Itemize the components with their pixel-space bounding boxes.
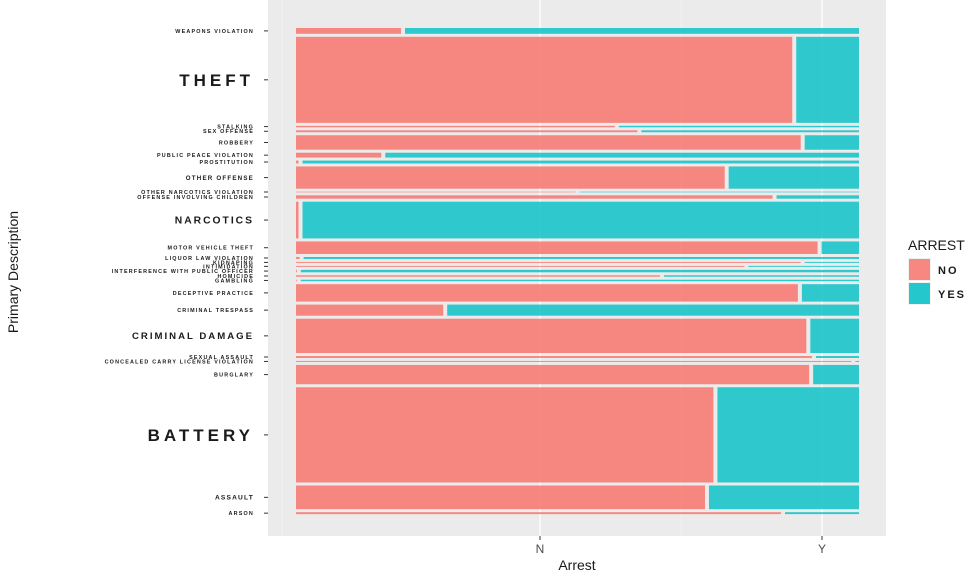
tile-yes-9 (776, 195, 859, 199)
x-tick-label-0: N (536, 542, 545, 556)
tile-no-20 (296, 318, 807, 354)
tile-yes-23 (813, 364, 859, 385)
tile-yes-8 (579, 191, 859, 193)
category-label-9: OFFENSE INVOLVING CHILDREN (137, 195, 254, 201)
legend-title: ARREST (908, 237, 965, 253)
tile-yes-1 (796, 36, 859, 123)
tile-yes-3 (641, 130, 859, 133)
tile-no-12 (296, 256, 300, 259)
category-label-0: WEAPONS VIOLATION (175, 29, 254, 35)
category-label-14: INTIMIDATION (203, 264, 254, 270)
tile-no-8 (296, 191, 576, 193)
category-label-19: CRIMINAL TRESPASS (177, 308, 254, 314)
tile-no-6 (296, 160, 299, 164)
tile-yes-26 (784, 512, 859, 515)
category-label-13: KIDNAPING (213, 260, 254, 266)
category-label-2: STALKING (217, 124, 254, 130)
tile-no-17 (296, 279, 297, 282)
legend-swatch-1 (909, 283, 930, 304)
tile-no-16 (296, 275, 660, 277)
category-label-15: INTERFERENCE WITH PUBLIC OFFICER (112, 269, 254, 275)
tile-yes-14 (748, 265, 859, 267)
tile-yes-13 (804, 261, 859, 263)
tile-yes-22 (855, 360, 859, 362)
tile-yes-5 (385, 152, 859, 158)
category-label-22: CONCEALED CARRY LICENSE VIOLATION (105, 359, 254, 365)
tile-no-23 (296, 364, 810, 385)
tile-yes-6 (302, 160, 859, 164)
tile-no-5 (296, 152, 382, 158)
tile-no-22 (296, 360, 852, 362)
tile-no-21 (296, 356, 812, 358)
tile-no-14 (296, 265, 745, 267)
tile-yes-17 (300, 279, 859, 282)
category-label-10: NARCOTICS (175, 216, 254, 227)
tile-yes-7 (728, 166, 859, 189)
tile-yes-11 (821, 241, 859, 254)
tile-yes-10 (302, 201, 859, 239)
legend-swatch-0 (909, 259, 930, 280)
tile-no-26 (296, 512, 781, 515)
category-label-26: ARSON (229, 511, 254, 517)
category-label-1: THEFT (179, 71, 254, 90)
tile-no-4 (296, 135, 801, 150)
tile-yes-0 (404, 28, 859, 34)
tile-yes-15 (300, 269, 859, 273)
tile-no-1 (296, 36, 793, 123)
tile-no-0 (296, 28, 401, 34)
legend: ARREST NO YES (908, 237, 966, 305)
legend-label-0: NO (938, 265, 959, 277)
category-label-16: HOMICIDE (217, 274, 254, 280)
category-label-21: SEXUAL ASSAULT (189, 355, 254, 361)
category-label-20: CRIMINAL DAMAGE (132, 331, 254, 342)
legend-label-1: YES (938, 289, 966, 301)
tile-no-2 (296, 125, 615, 128)
tile-no-3 (296, 130, 638, 133)
tile-yes-20 (810, 318, 859, 354)
category-label-4: ROBBERY (219, 140, 254, 146)
tile-yes-19 (447, 304, 859, 316)
category-label-25: ASSAULT (215, 495, 254, 502)
category-label-17: GAMBLING (215, 278, 254, 284)
tile-yes-21 (815, 356, 859, 358)
tile-yes-18 (801, 284, 859, 302)
tile-no-25 (296, 485, 705, 510)
x-axis-title: Arrest (558, 557, 595, 573)
tile-no-24 (296, 387, 714, 483)
category-label-5: PUBLIC PEACE VIOLATION (157, 153, 254, 159)
category-label-3: SEX OFFENSE (203, 129, 254, 135)
category-label-18: DECEPTIVE PRACTICE (173, 291, 254, 297)
category-label-11: MOTOR VEHICLE THEFT (168, 246, 255, 252)
category-label-6: PROSTITUTION (199, 160, 254, 166)
tile-no-19 (296, 304, 444, 316)
category-label-24: BATTERY (148, 426, 254, 445)
category-label-23: BURGLARY (214, 372, 254, 378)
tile-no-15 (296, 269, 297, 273)
tile-yes-16 (663, 275, 859, 277)
tile-yes-12 (303, 256, 859, 259)
tile-no-10 (296, 201, 299, 239)
tile-no-18 (296, 284, 798, 302)
tile-yes-2 (618, 125, 859, 128)
tile-yes-24 (717, 387, 859, 483)
y-axis-title: Primary Description (5, 211, 21, 333)
tile-no-9 (296, 195, 773, 199)
category-label-12: LIQUOR LAW VIOLATION (165, 256, 254, 262)
tile-no-13 (296, 261, 801, 263)
mosaic-tiles (296, 28, 859, 515)
tile-yes-25 (708, 485, 859, 510)
tile-no-7 (296, 166, 725, 189)
category-label-7: OTHER OFFENSE (186, 175, 254, 182)
tile-yes-4 (804, 135, 859, 150)
tile-no-11 (296, 241, 818, 254)
x-tick-label-1: Y (818, 542, 826, 556)
category-label-8: OTHER NARCOTICS VIOLATION (141, 190, 254, 196)
